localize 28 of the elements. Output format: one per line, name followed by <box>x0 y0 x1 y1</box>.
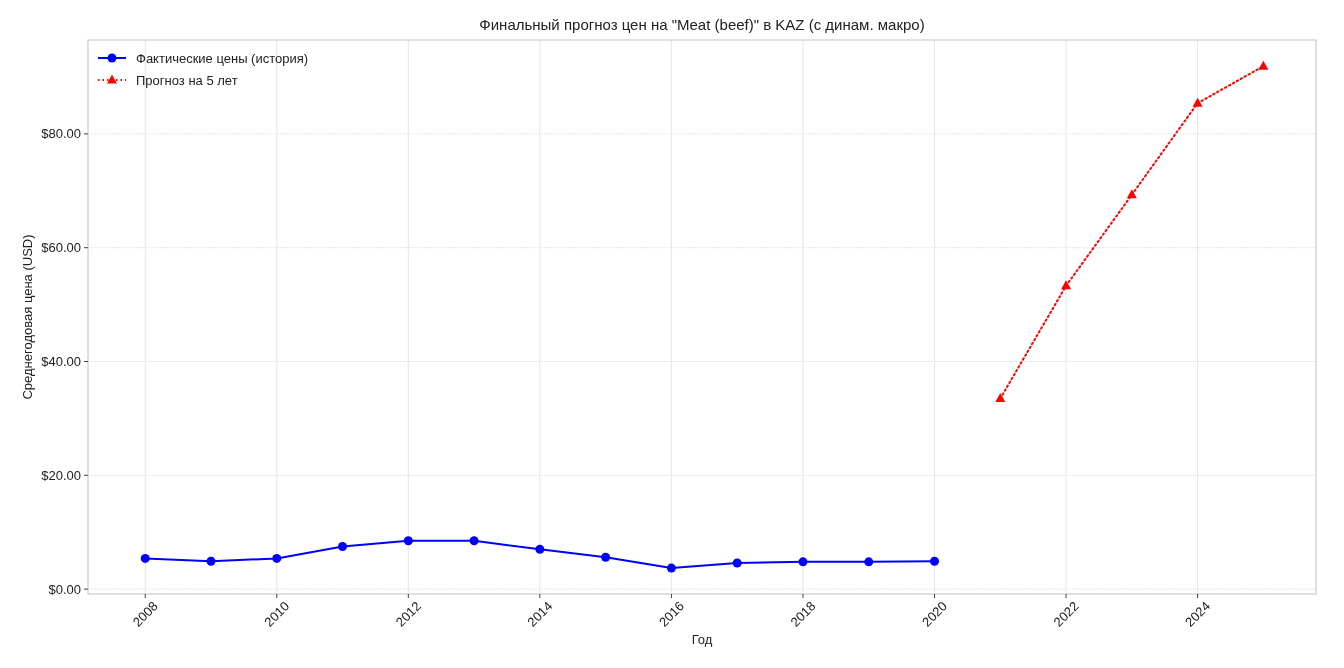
y-tick-label: $60.00 <box>41 240 81 256</box>
point <box>469 536 479 546</box>
y-tick-label: $0.00 <box>48 581 81 597</box>
point <box>798 557 808 567</box>
chart-title: Финальный прогноз цен на "Meat (beef)" в KAZ (с динам. макро) <box>479 16 925 33</box>
point <box>864 557 874 567</box>
point <box>206 556 216 566</box>
point <box>1061 280 1072 290</box>
point <box>1192 97 1203 107</box>
point <box>666 563 676 573</box>
x-axis-title: Год <box>691 632 713 647</box>
point <box>403 536 413 546</box>
point <box>732 558 742 568</box>
y-tick-label: $40.00 <box>41 354 81 370</box>
legend-label: Прогноз на 5 лет <box>136 72 238 88</box>
y-tick-label: $80.00 <box>41 126 81 142</box>
point <box>1126 189 1137 199</box>
point <box>1258 60 1269 70</box>
y-tick-label: $20.00 <box>41 467 81 483</box>
point <box>995 393 1006 403</box>
y-axis-title: Среднегодовая цена (USD) <box>20 234 35 400</box>
point <box>338 541 348 551</box>
point <box>140 553 150 563</box>
point <box>272 553 282 563</box>
point <box>930 556 940 566</box>
point <box>601 552 611 562</box>
legend-label: Фактические цены (история) <box>136 50 309 66</box>
point <box>535 544 545 554</box>
